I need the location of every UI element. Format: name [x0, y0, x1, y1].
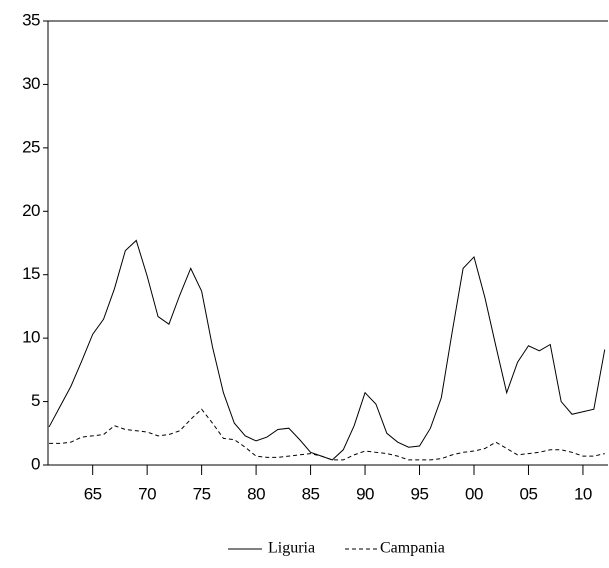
- x-tick-label: 00: [465, 484, 483, 503]
- y-tick-label: 15: [22, 264, 40, 283]
- x-tick-label: 75: [193, 484, 211, 503]
- legend-label: Liguria: [268, 540, 315, 557]
- x-tick-label: 95: [411, 484, 429, 503]
- x-tick-label: 65: [84, 484, 102, 503]
- series-line: [48, 239, 606, 461]
- legend-label: Campania: [380, 540, 445, 557]
- x-tick-label: 80: [247, 484, 265, 503]
- y-tick-label: 0: [31, 454, 40, 473]
- y-tick-label: 5: [31, 391, 40, 410]
- x-tick-label: 90: [356, 484, 374, 503]
- y-tick-label: 35: [22, 10, 40, 29]
- y-tick-label: 25: [22, 137, 40, 156]
- y-tick-label: 20: [22, 201, 40, 220]
- x-tick-label: 85: [302, 484, 320, 503]
- plot-frame: [47, 20, 608, 465]
- series-line: [49, 408, 605, 461]
- x-tick-label: 10: [574, 484, 592, 503]
- y-tick-label: 10: [22, 328, 40, 347]
- y-tick-label: 30: [22, 74, 40, 93]
- x-tick-label: 70: [138, 484, 156, 503]
- x-tick-label: 05: [520, 484, 538, 503]
